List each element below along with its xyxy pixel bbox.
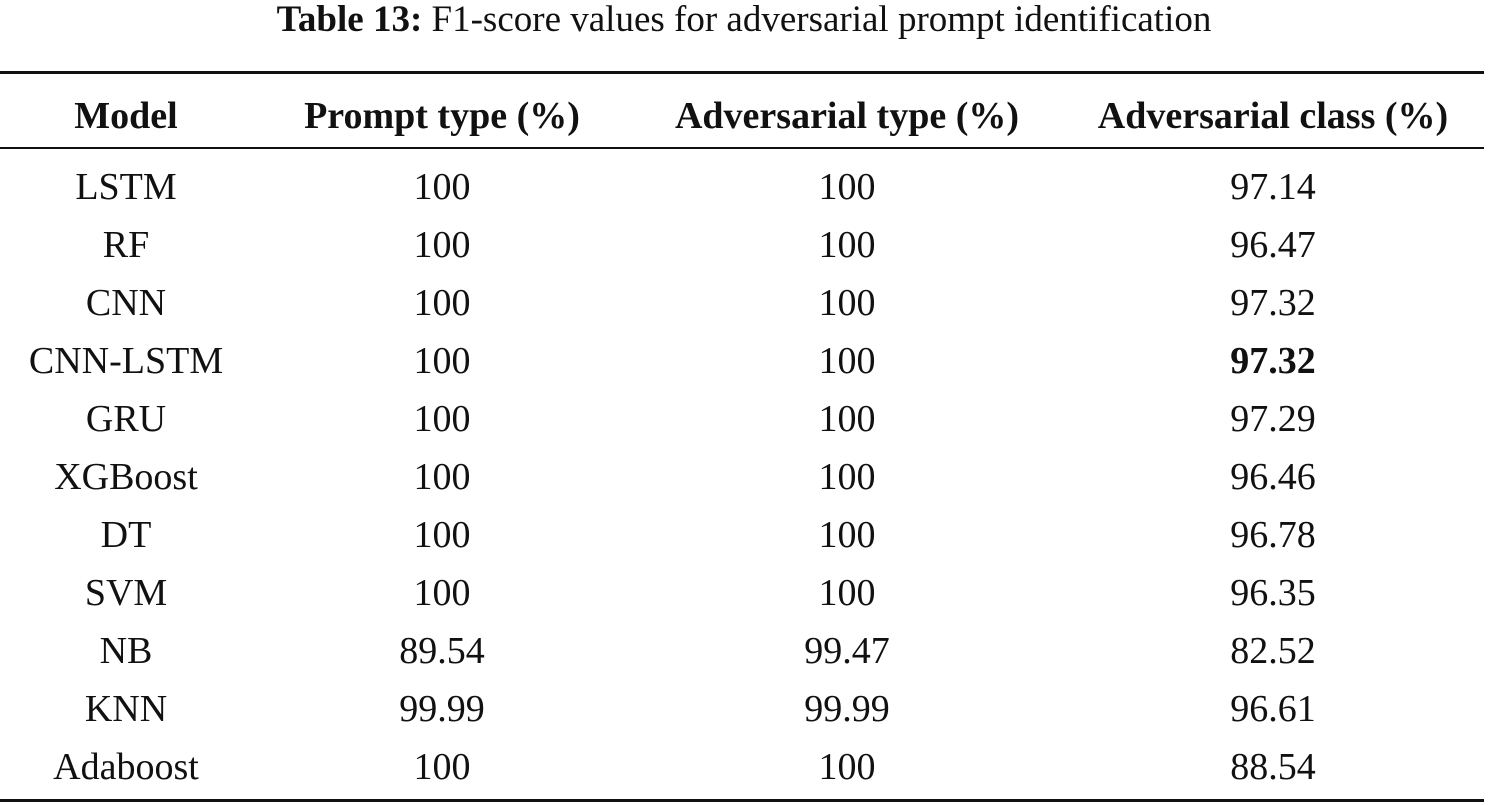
model-cell: GRU [85,398,167,440]
adversarial-type-cell: 100 [818,224,876,266]
adversarial-type-cell: 100 [818,514,876,556]
prompt-type-cell: 100 [413,224,471,266]
top-rule [0,71,1484,74]
adversarial-class-cell: 82.52 [1230,630,1316,672]
adversarial-type-cell: 99.99 [804,688,890,730]
header-model: Model [74,95,178,137]
table-caption: Table 13: F1-score values for adversaria… [0,0,1488,50]
model-cell: Adaboost [53,746,199,788]
adversarial-class-cell: 88.54 [1230,746,1316,788]
adversarial-class-cell: 96.35 [1230,572,1316,614]
prompt-type-cell: 99.99 [399,688,485,730]
table-row: DT 100 100 96.78 [0,506,1484,564]
prompt-type-cell: 100 [413,340,471,382]
header-prompt-type: Prompt type (%) [304,95,580,137]
table-row: SVM 100 100 96.35 [0,564,1484,622]
table-row: KNN 99.99 99.99 96.61 [0,680,1484,738]
model-cell: XGBoost [54,456,198,498]
header-adversarial-class: Adversarial class (%) [1097,95,1449,137]
adversarial-class-cell: 96.47 [1230,224,1316,266]
header-rule [0,147,1484,149]
adversarial-type-cell: 100 [818,746,876,788]
table-row: CNN 100 100 97.32 [0,274,1484,332]
model-cell: LSTM [75,166,177,208]
prompt-type-cell: 100 [413,572,471,614]
prompt-type-cell: 100 [413,456,471,498]
prompt-type-cell: 100 [413,398,471,440]
model-cell: DT [100,514,152,556]
adversarial-type-cell: 100 [818,456,876,498]
header-row: Model Prompt type (%) Adversarial type (… [0,88,1484,144]
table-row: RF 100 100 96.47 [0,216,1484,274]
table-row: CNN-LSTM 100 100 97.32 [0,332,1484,390]
adversarial-class-cell: 97.32 [1230,340,1316,382]
adversarial-type-cell: 100 [818,572,876,614]
model-cell: CNN-LSTM [28,340,224,382]
table-row: XGBoost 100 100 96.46 [0,448,1484,506]
model-cell: SVM [84,572,168,614]
header-adversarial-type: Adversarial type (%) [674,95,1020,137]
table-row: GRU 100 100 97.29 [0,390,1484,448]
model-cell: NB [99,630,153,672]
model-cell: KNN [84,688,168,730]
adversarial-type-cell: 100 [818,166,876,208]
adversarial-type-cell: 100 [818,398,876,440]
prompt-type-cell: 100 [413,746,471,788]
adversarial-class-cell: 96.78 [1230,514,1316,556]
results-table: Model Prompt type (%) Adversarial type (… [0,88,1484,796]
model-cell: RF [102,224,150,266]
caption-text: F1-score values for adversarial prompt i… [431,0,1212,40]
adversarial-type-cell: 100 [818,282,876,324]
adversarial-class-cell: 97.32 [1230,282,1316,324]
adversarial-type-cell: 99.47 [804,630,890,672]
model-cell: CNN [85,282,167,324]
adversarial-class-cell: 96.61 [1230,688,1316,730]
adversarial-class-cell: 97.29 [1230,398,1316,440]
table-row: NB 89.54 99.47 82.52 [0,622,1484,680]
table-body: LSTM 100 100 97.14 RF 100 100 96.47 CNN 100 100 97.… [0,158,1484,796]
table-row: LSTM 100 100 97.14 [0,158,1484,216]
adversarial-class-cell: 96.46 [1230,456,1316,498]
prompt-type-cell: 100 [413,514,471,556]
prompt-type-cell: 100 [413,166,471,208]
adversarial-type-cell: 100 [818,340,876,382]
bottom-rule [0,799,1484,802]
adversarial-class-cell: 97.14 [1230,166,1316,208]
table-row: Adaboost 100 100 88.54 [0,738,1484,796]
prompt-type-cell: 100 [413,282,471,324]
caption-label: Table 13: [276,0,423,40]
prompt-type-cell: 89.54 [399,630,485,672]
